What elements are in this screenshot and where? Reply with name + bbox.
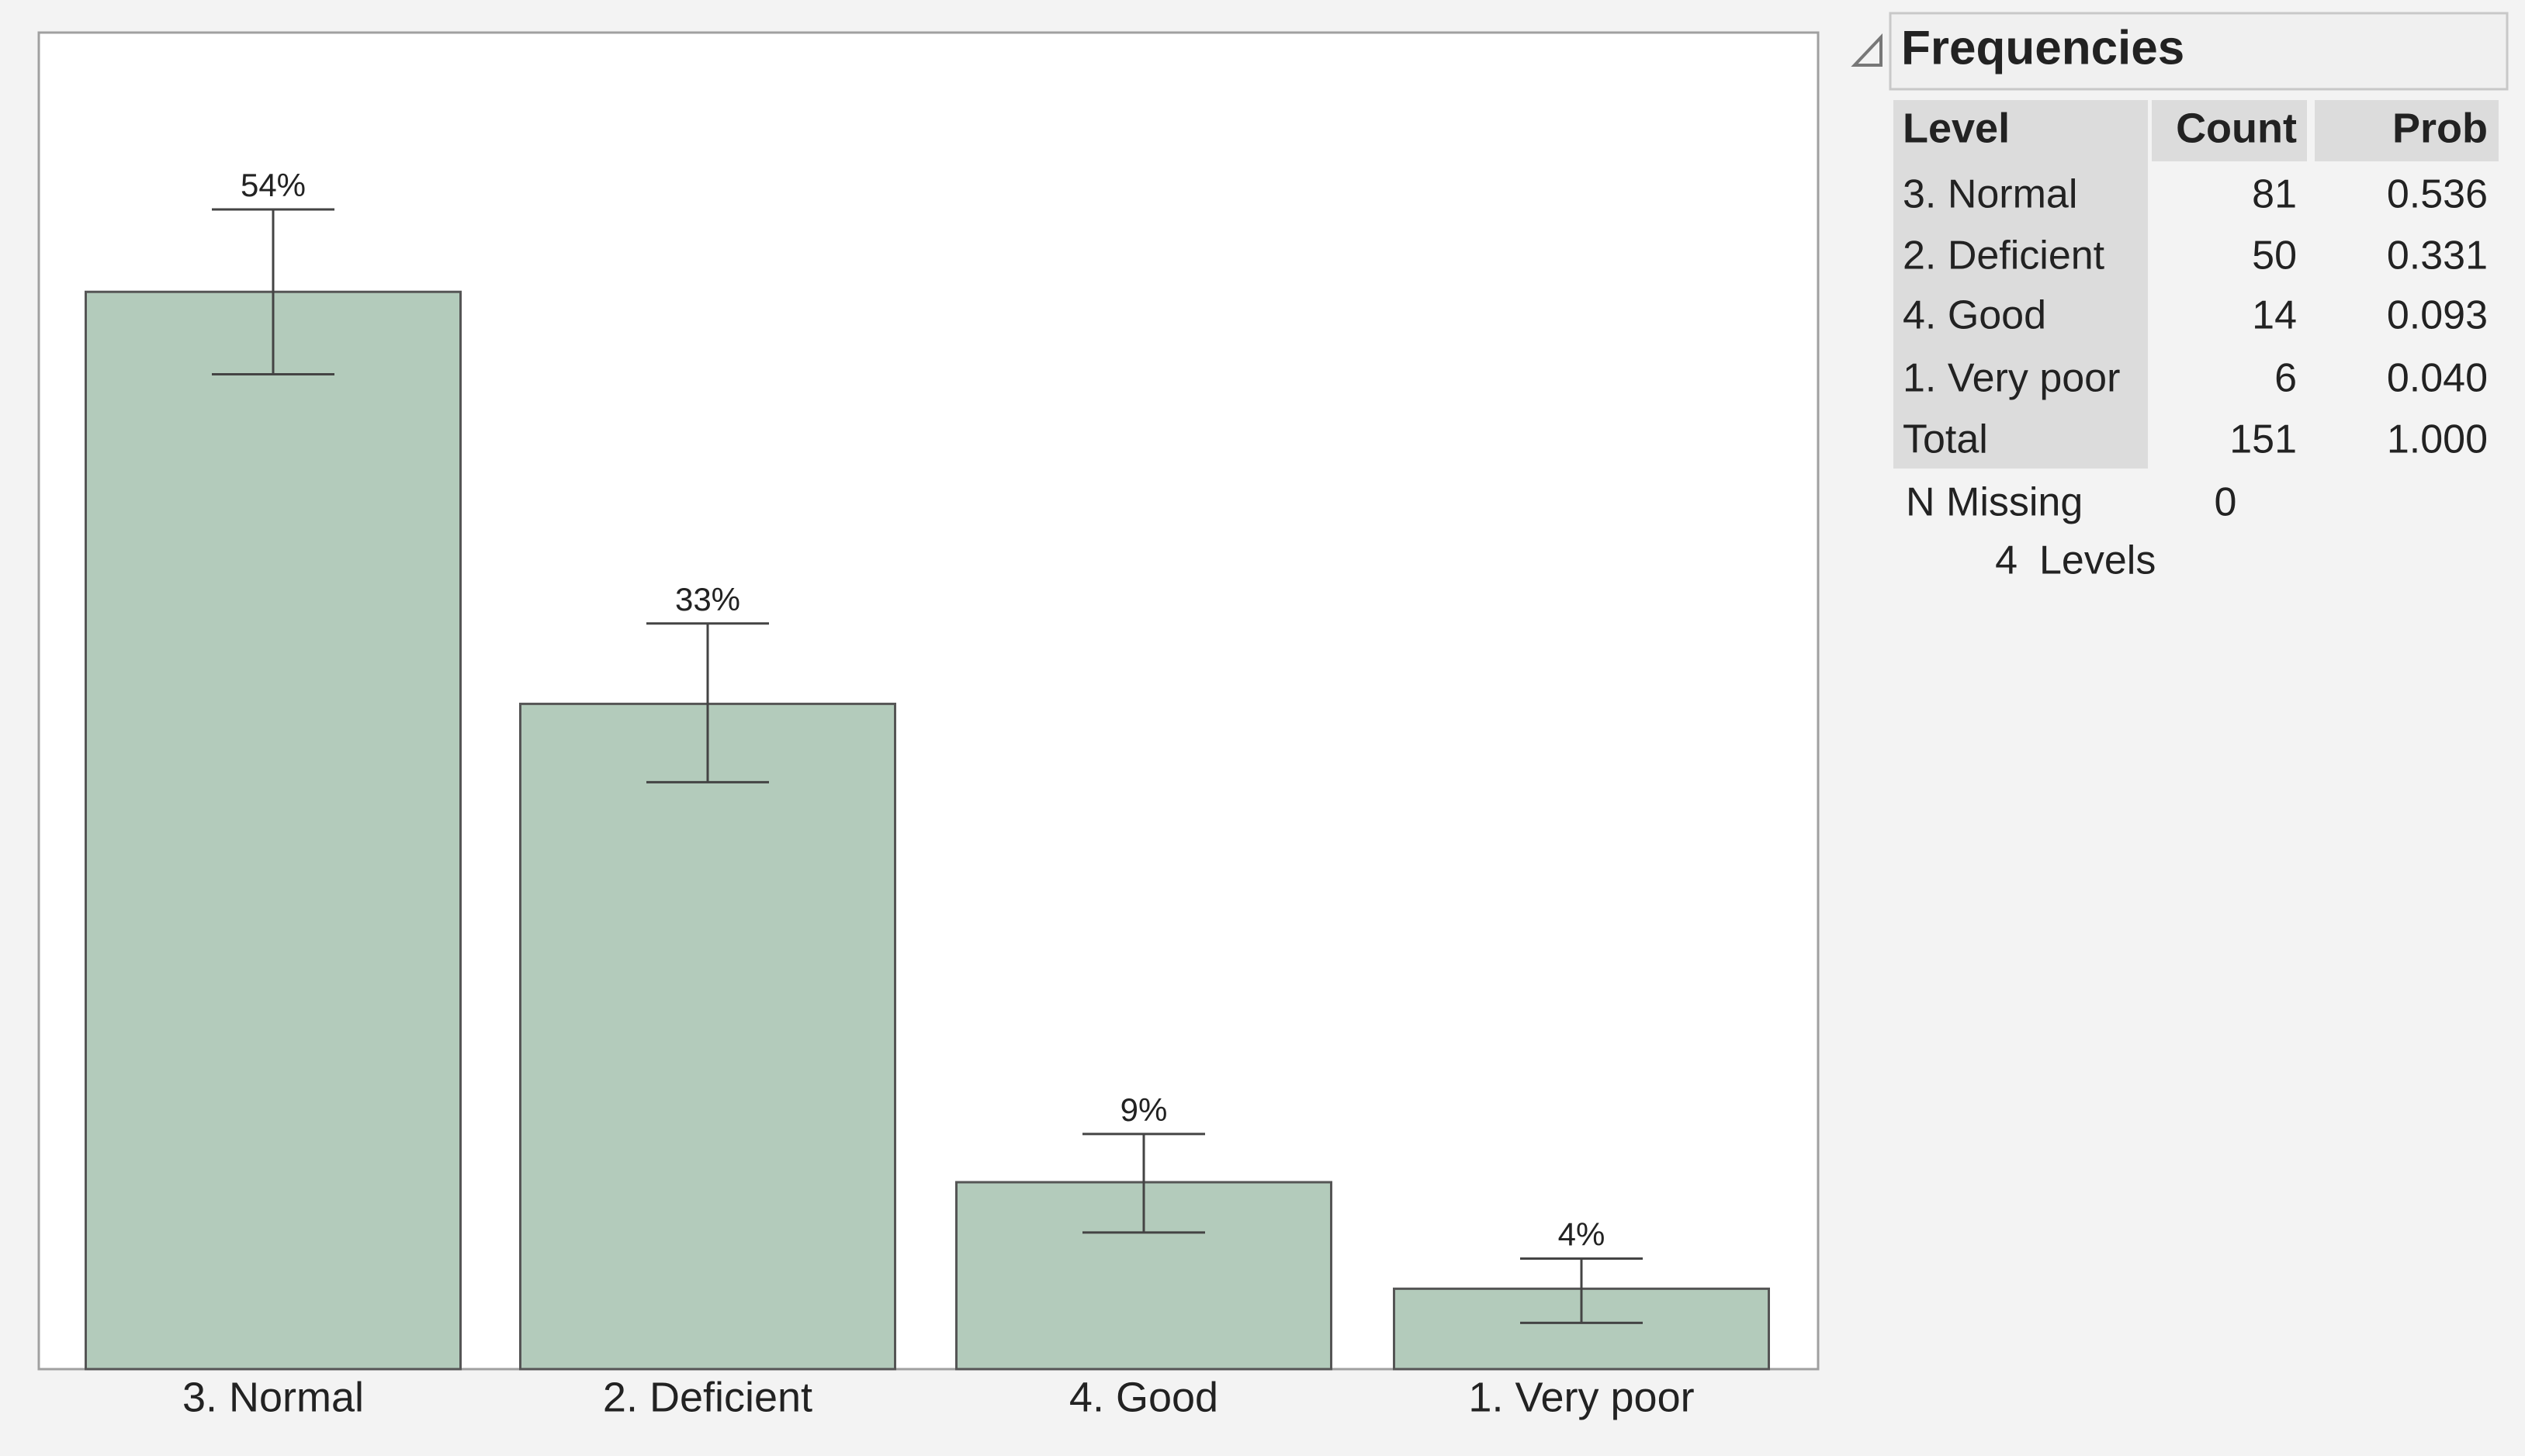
- x-tick-label: 2. Deficient: [603, 1374, 812, 1420]
- table-cell: Total: [1903, 417, 1988, 462]
- table-cell: 0.536: [2387, 172, 2488, 217]
- table-cell: 151: [2229, 417, 2297, 462]
- column-header: Prob: [2392, 105, 2488, 151]
- bar: [519, 702, 896, 1371]
- report-header: [1889, 12, 2509, 91]
- column-header: Level: [1903, 105, 2010, 151]
- x-tick-label: 1. Very poor: [1468, 1374, 1694, 1420]
- table-cell: 2. Deficient: [1903, 233, 2105, 278]
- value-label: 33%: [675, 581, 740, 617]
- table-cell: 4. Good: [1903, 293, 2046, 338]
- levels-count: 4: [1995, 538, 2018, 583]
- value-label: 54%: [241, 167, 306, 203]
- table-cell: 50: [2252, 233, 2297, 278]
- column-header: Count: [2176, 105, 2297, 151]
- x-tick-label: 3. Normal: [182, 1374, 364, 1420]
- table-cell: 14: [2252, 293, 2297, 338]
- table-cell: 1. Very poor: [1903, 356, 2120, 401]
- levels-label: Levels: [2039, 538, 2156, 583]
- table-cell: 0.331: [2387, 233, 2488, 278]
- bar: [85, 290, 462, 1371]
- header-cell: [1893, 100, 2148, 161]
- value-label: 9%: [1120, 1091, 1168, 1128]
- header-cell: [2152, 100, 2307, 161]
- report-title: Frequencies: [1901, 21, 2184, 74]
- disclosure-icon[interactable]: [1851, 33, 1882, 67]
- n-missing-label: N Missing: [1906, 480, 2083, 525]
- table-cell: 6: [2274, 356, 2297, 401]
- value-label: 4%: [1558, 1216, 1605, 1253]
- table-cell: 0.093: [2387, 293, 2488, 338]
- n-missing-value: 0: [2215, 480, 2237, 525]
- table-cell: 3. Normal: [1903, 172, 2077, 217]
- header-cell: [2315, 100, 2499, 161]
- table-cell: 1.000: [2387, 417, 2488, 462]
- x-tick-label: 4. Good: [1069, 1374, 1218, 1420]
- table-cell: 81: [2252, 172, 2297, 217]
- level-column-shade: [1893, 161, 2148, 469]
- table-cell: 0.040: [2387, 356, 2488, 401]
